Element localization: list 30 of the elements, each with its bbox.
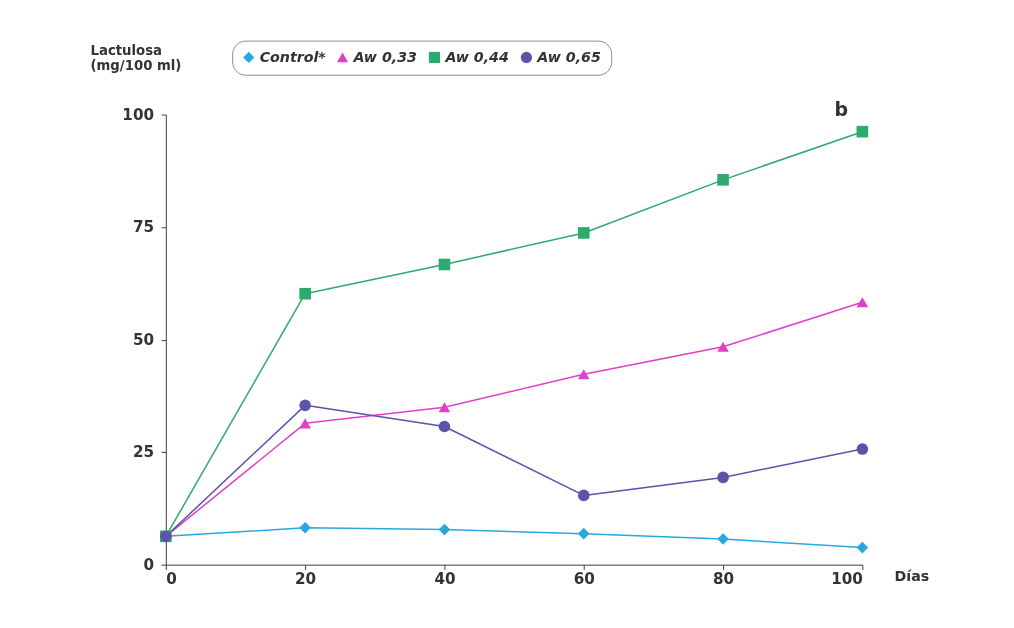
point — [299, 399, 311, 412]
y-tick-label: 100 — [122, 105, 154, 124]
point — [856, 125, 869, 138]
point — [577, 369, 590, 380]
x-tick-label: 0 — [166, 570, 177, 589]
point — [717, 471, 729, 484]
x-axis-title: Días — [894, 568, 930, 585]
legend-label: Control* — [259, 49, 327, 66]
point — [856, 541, 869, 554]
x-tick-label: 40 — [434, 570, 456, 589]
point — [577, 227, 590, 239]
y-tick-label: 25 — [132, 443, 154, 462]
y-tick-label: 75 — [132, 218, 154, 237]
x-tick-label: 80 — [712, 570, 735, 589]
x-tick-label: 100 — [831, 570, 863, 589]
point — [299, 287, 311, 300]
point — [577, 527, 590, 540]
legend-label: Aw 0,33 — [352, 49, 418, 66]
annotation: b — [834, 97, 849, 120]
y-tick-label: 50 — [132, 330, 154, 349]
x-tick-label: 20 — [295, 570, 317, 589]
y-axis-title: Lactulosa (mg/100 ml) — [90, 43, 182, 74]
point — [856, 443, 869, 455]
x-tick-label: 60 — [573, 570, 595, 589]
point — [577, 489, 590, 502]
point — [856, 297, 869, 308]
legend-label: Aw 0,65 — [536, 49, 601, 66]
point — [438, 523, 451, 536]
legend-label: Aw 0,44 — [444, 49, 509, 66]
y-tick-label: 0 — [143, 555, 154, 574]
